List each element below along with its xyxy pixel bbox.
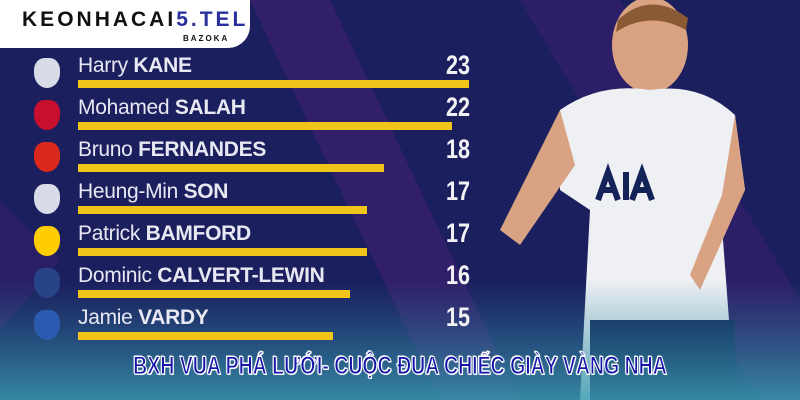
goal-bar [78,80,469,88]
club-crest-icon [34,310,60,340]
player-last-name: FERNANDES [138,138,267,161]
club-crest-icon [34,58,60,88]
goal-count: 17 [445,176,470,206]
player-name: Dominic CALVERT-LEWIN [78,264,325,288]
site-logo[interactable]: KEONHACAI5.TEL BAZOKA [0,0,250,48]
player-last-name: SON [183,180,229,203]
player-first-name: Jamie [78,306,139,329]
player-name: Heung-Min SON [78,180,228,204]
club-crest-icon [34,184,60,214]
player-last-name: KANE [133,54,192,77]
player-last-name: VARDY [138,306,209,329]
player-first-name: Mohamed [78,96,175,119]
scorer-row: Harry KANE 23 [0,50,480,94]
goal-count: 15 [445,302,470,332]
goal-bar [78,164,384,172]
player-first-name: Patrick [78,222,146,245]
scorer-row: Patrick BAMFORD 17 [0,218,480,262]
player-last-name: CALVERT-LEWIN [157,264,325,287]
player-first-name: Heung-Min [78,180,184,203]
goal-count: 22 [445,92,470,122]
scorer-row: Mohamed SALAH 22 [0,92,480,136]
logo-wordmark: KEONHACAI5.TEL [22,8,249,31]
player-first-name: Harry [78,54,134,77]
player-name: Jamie VARDY [78,306,209,330]
goal-count: 18 [445,134,470,164]
club-crest-icon [34,142,60,172]
player-first-name: Bruno [78,138,139,161]
goal-bar [78,290,350,298]
goal-bar [78,122,452,130]
player-name: Bruno FERNANDES [78,138,266,162]
scorer-row: Jamie VARDY 15 [0,302,480,346]
player-name: Patrick BAMFORD [78,222,251,246]
scorer-row: Dominic CALVERT-LEWIN 16 [0,260,480,304]
logo-tagline: BAZOKA [183,34,230,43]
scorer-row: Bruno FERNANDES 18 [0,134,480,178]
goal-bar [78,206,367,214]
club-crest-icon [34,226,60,256]
club-crest-icon [34,100,60,130]
scorer-row: Heung-Min SON 17 [0,176,480,220]
club-crest-icon [34,268,60,298]
goal-bar [78,332,333,340]
player-first-name: Dominic [78,264,158,287]
goal-count: 17 [445,218,470,248]
player-last-name: BAMFORD [145,222,252,245]
banner-caption: BXH VUA PHÁ LƯỚI- CUỘC ĐUA CHIẾC GIÀY VÀ… [133,352,667,381]
goal-bar [78,248,367,256]
player-last-name: SALAH [174,96,246,119]
goal-count: 16 [445,260,470,290]
player-name: Harry KANE [78,54,192,78]
player-name: Mohamed SALAH [78,96,246,120]
goal-count: 23 [445,50,470,80]
